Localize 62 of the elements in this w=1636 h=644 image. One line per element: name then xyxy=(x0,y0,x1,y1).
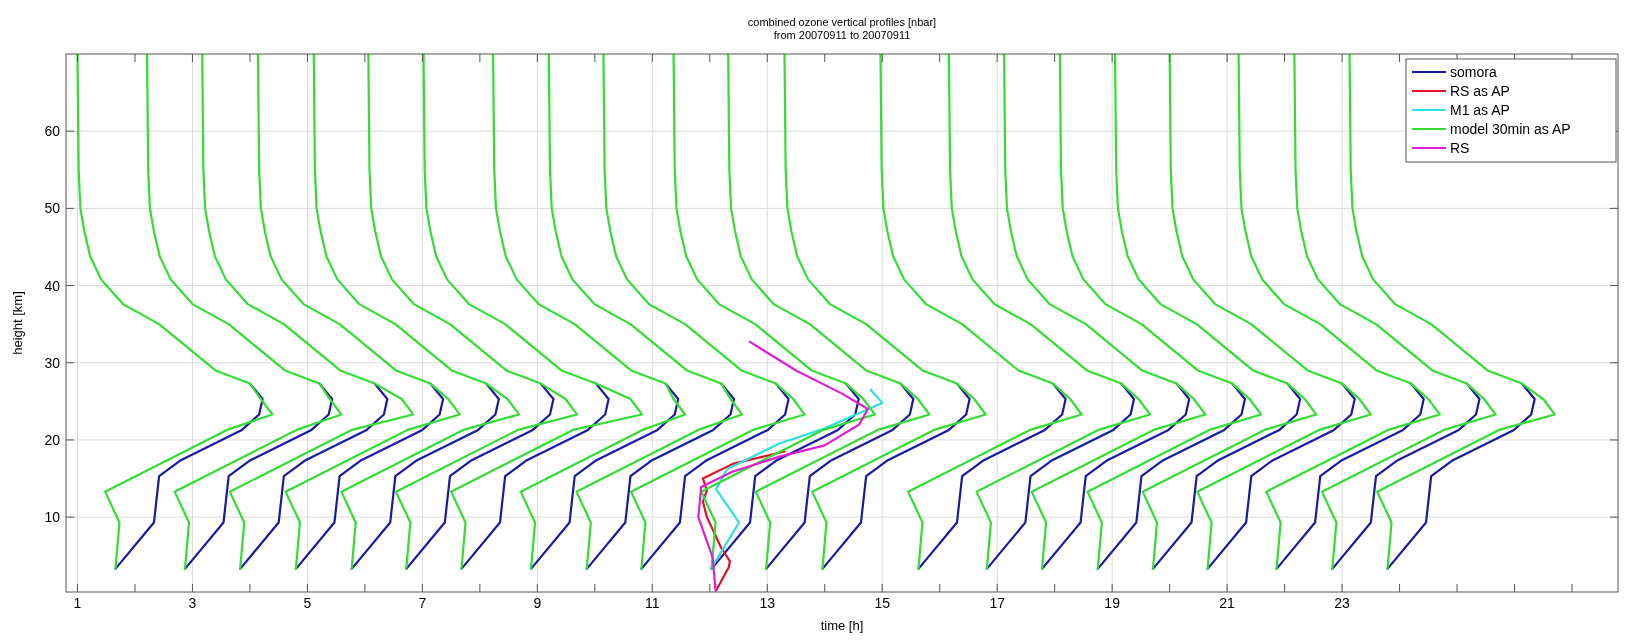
y-axis-title: height [km] xyxy=(10,291,25,355)
line-series xyxy=(602,54,806,570)
x-tick-label: 23 xyxy=(1334,595,1351,611)
line-series xyxy=(256,54,461,570)
line-series xyxy=(709,388,884,570)
x-tick-label: 11 xyxy=(645,595,660,611)
line-series xyxy=(947,54,1152,570)
line-series xyxy=(585,382,736,570)
line-series xyxy=(405,382,555,570)
legend-label: M1 as AP xyxy=(1450,102,1510,118)
x-tick-label: 19 xyxy=(1104,595,1121,611)
x-tick-label: 17 xyxy=(989,595,1006,611)
chart-title: combined ozone vertical profiles [nbar] xyxy=(747,16,937,28)
line-series xyxy=(701,450,786,592)
x-axis-title: time [h] xyxy=(820,618,864,633)
chart-subtitle: from 20070911 to 20070911 xyxy=(773,29,911,41)
line-series xyxy=(460,382,610,570)
line-series xyxy=(1003,54,1207,570)
legend-label: RS as AP xyxy=(1450,83,1510,99)
x-tick-label: 15 xyxy=(874,595,891,611)
y-tick-label: 40 xyxy=(44,277,61,294)
x-tick-label: 13 xyxy=(759,595,776,611)
x-tick-label: 5 xyxy=(303,595,312,611)
line-series xyxy=(985,382,1136,570)
line-series xyxy=(491,54,687,570)
legend-label: somora xyxy=(1450,64,1497,80)
y-tick-label: 20 xyxy=(44,431,61,448)
line-series xyxy=(879,54,1083,570)
y-tick-label: 50 xyxy=(44,200,61,217)
line-series xyxy=(76,54,274,570)
line-series xyxy=(145,54,343,570)
line-series xyxy=(1386,382,1536,570)
line-series xyxy=(727,54,931,570)
line-series xyxy=(672,54,876,570)
line-series xyxy=(1206,382,1356,570)
x-tick-label: 3 xyxy=(188,595,197,611)
line-series xyxy=(183,382,334,570)
line-series xyxy=(1058,54,1263,570)
line-series xyxy=(697,340,869,592)
legend-label: RS xyxy=(1450,140,1470,156)
line-series xyxy=(1168,54,1372,570)
line-series xyxy=(547,54,744,570)
line-series xyxy=(312,54,521,570)
line-series xyxy=(1237,54,1441,570)
line-series xyxy=(1113,54,1318,570)
x-tick-label: 1 xyxy=(73,595,82,611)
y-tick-label: 60 xyxy=(44,123,61,140)
line-series xyxy=(783,54,987,570)
line-series xyxy=(239,382,389,570)
line-series xyxy=(201,54,415,570)
legend-label: model 30min as AP xyxy=(1450,121,1571,137)
x-tick-label: 9 xyxy=(533,595,542,611)
line-series xyxy=(1275,382,1425,570)
line-series xyxy=(350,382,500,570)
line-series xyxy=(1096,382,1247,570)
line-series xyxy=(367,54,579,570)
line-series xyxy=(529,382,680,570)
y-tick-label: 10 xyxy=(44,509,61,526)
line-series xyxy=(422,54,644,570)
x-tick-label: 7 xyxy=(418,595,427,611)
x-tick-label: 21 xyxy=(1219,595,1236,611)
y-tick-label: 30 xyxy=(44,354,61,371)
